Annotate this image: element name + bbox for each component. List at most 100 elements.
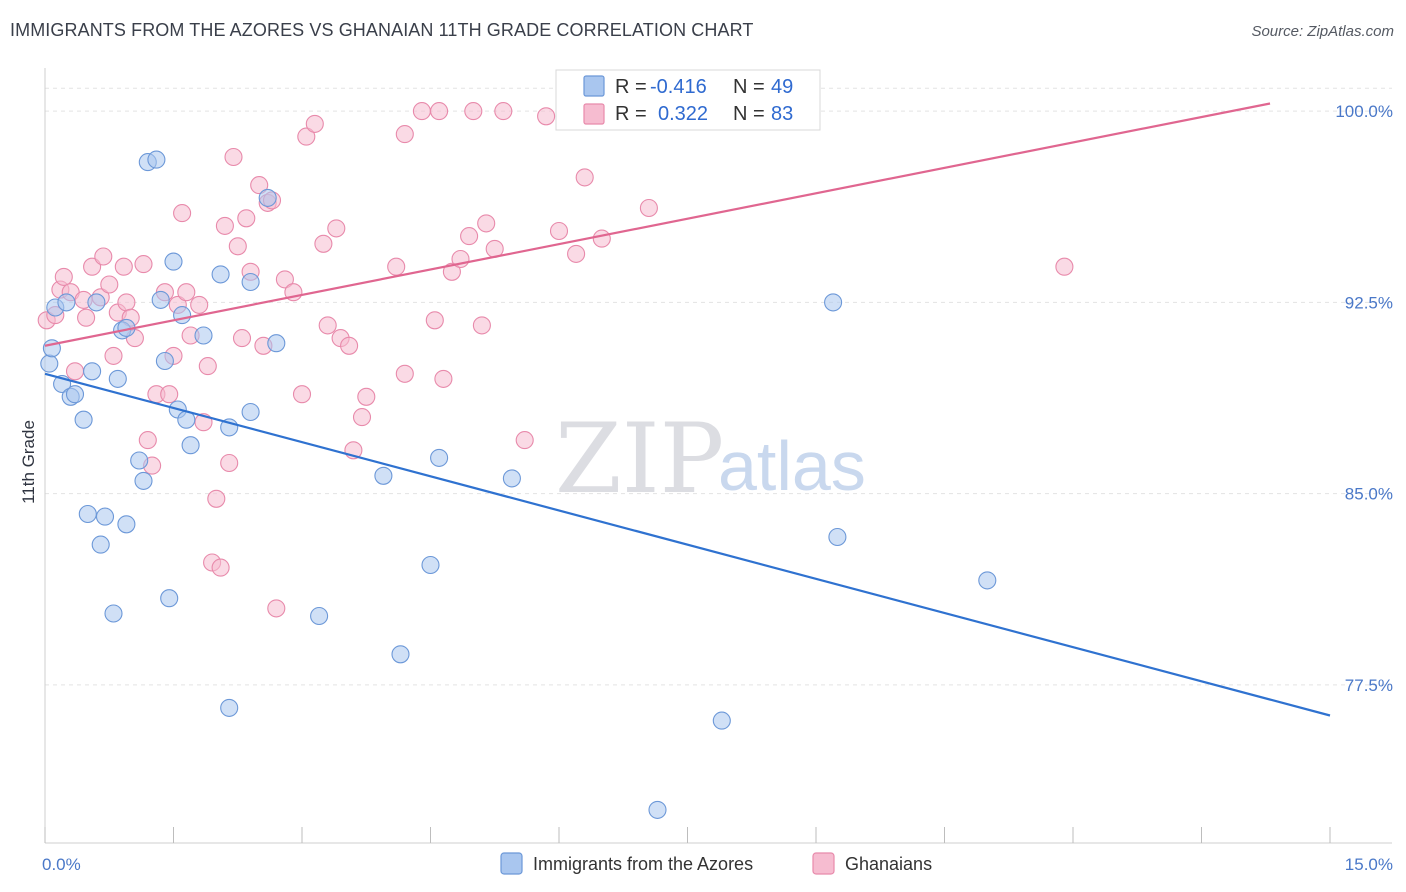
pink-data-point (425, 311, 444, 330)
blue-trend-line (44, 372, 1331, 717)
pink-data-point (94, 247, 113, 266)
pink-data-point (134, 255, 153, 274)
pink-data-point (211, 558, 230, 577)
y-tick-label: 85.0% (1345, 485, 1393, 504)
blue-data-point (57, 293, 76, 312)
pink-data-point (100, 275, 119, 294)
legend-r-value-pink: 0.322 (658, 103, 708, 125)
pink-data-point (537, 107, 556, 126)
pink-data-point (472, 316, 491, 335)
pink-data-point (430, 102, 449, 121)
blue-data-point (310, 606, 329, 626)
pink-data-point (173, 204, 192, 223)
pink-data-point (297, 127, 316, 146)
blue-data-point (160, 589, 179, 608)
pink-data-point (177, 283, 196, 302)
pink-data-point (515, 431, 534, 450)
blue-data-point (130, 451, 149, 470)
chart-title: IMMIGRANTS FROM THE AZORES VS GHANAIAN 1… (10, 20, 754, 40)
bottom-legend-label-blue: Immigrants from the Azores (533, 854, 753, 874)
pink-data-point (464, 102, 483, 121)
bottom-legend-label-pink: Ghanaians (845, 854, 932, 874)
pink-data-point (104, 346, 123, 365)
watermark: ZIP atlas (555, 403, 866, 515)
blue-data-point (258, 188, 277, 207)
legend-r-label-blue: R = (615, 76, 647, 98)
pink-data-point (207, 489, 226, 508)
blue-data-point (164, 252, 183, 271)
pink-data-point (237, 209, 256, 228)
legend-n-label-blue: N = (733, 76, 765, 98)
pink-data-point (567, 244, 586, 263)
pink-data-point (327, 219, 346, 238)
pink-data-point (575, 168, 594, 187)
blue-data-point (241, 272, 260, 292)
pink-data-point (160, 385, 179, 404)
pink-data-point (494, 102, 513, 121)
blue-data-point (78, 504, 97, 524)
pink-data-point (434, 369, 453, 388)
blue-data-point (173, 306, 192, 325)
blue-data-point (430, 448, 449, 467)
pink-data-point (250, 176, 269, 195)
blue-data-point (40, 354, 59, 373)
pink-data-point (357, 387, 376, 406)
blue-data-point (978, 571, 997, 590)
blue-data-point (828, 527, 847, 547)
blue-data-point (134, 471, 153, 490)
pink-data-point (592, 229, 611, 248)
y-tick-label: 92.5% (1345, 293, 1393, 312)
blue-data-point (83, 362, 102, 381)
blue-data-point (211, 265, 230, 284)
pink-data-point (318, 316, 337, 335)
blue-data-point (74, 410, 93, 429)
trend-lines (44, 102, 1331, 717)
source-credit: Source: ZipAtlas.com (1251, 23, 1394, 40)
pink-data-point (54, 267, 73, 286)
pink-data-point (232, 329, 252, 348)
blue-data-point (95, 507, 115, 526)
y-axis-label: 11th Grade (19, 420, 38, 504)
blue-data-point (87, 293, 106, 312)
pink-data-point (314, 234, 333, 253)
pink-data-point (549, 221, 569, 241)
pink-data-point (305, 114, 324, 133)
legend-r-value-blue: -0.416 (650, 76, 707, 98)
pink-data-point (275, 270, 294, 289)
pink-data-point (340, 336, 359, 355)
blue-data-point (374, 466, 393, 485)
blue-data-point (147, 150, 166, 169)
bottom-legend-swatch-pink (812, 852, 835, 875)
blue-data-point (241, 402, 260, 422)
y-tick-label: 100.0% (1335, 102, 1393, 121)
pink-data-point (395, 364, 414, 383)
pink-data-point (395, 125, 414, 144)
blue-data-point (220, 698, 239, 717)
legend-n-label-pink: N = (733, 103, 765, 125)
legend-swatch-blue (583, 75, 605, 97)
legend-swatch-pink (583, 103, 605, 125)
pink-data-point (198, 357, 217, 376)
pink-data-point (228, 237, 247, 256)
blue-data-point (181, 436, 200, 455)
bottom-legend-swatch-blue (500, 852, 523, 875)
blue-data-point (108, 369, 127, 388)
series-legend: Immigrants from the Azores Ghanaians (500, 852, 932, 875)
pink-data-point (1055, 257, 1074, 276)
pink-data-point (138, 431, 157, 450)
correlation-legend: R = -0.416 N = 49 R = 0.322 N = 83 (555, 69, 821, 131)
pink-data-point (77, 308, 96, 327)
blue-data-point (824, 293, 843, 312)
pink-data-point (412, 102, 431, 121)
blue-data-point (194, 326, 213, 345)
blue-data-point (502, 469, 521, 488)
blue-data-point (117, 515, 136, 534)
pink-data-point (477, 214, 496, 233)
y-tick-label: 77.5% (1345, 676, 1393, 695)
blue-data-point (65, 385, 85, 404)
blue-data-point (648, 800, 667, 819)
watermark-zip: ZIP (555, 403, 724, 515)
pink-data-point (442, 262, 461, 281)
blue-data-point (391, 645, 410, 664)
